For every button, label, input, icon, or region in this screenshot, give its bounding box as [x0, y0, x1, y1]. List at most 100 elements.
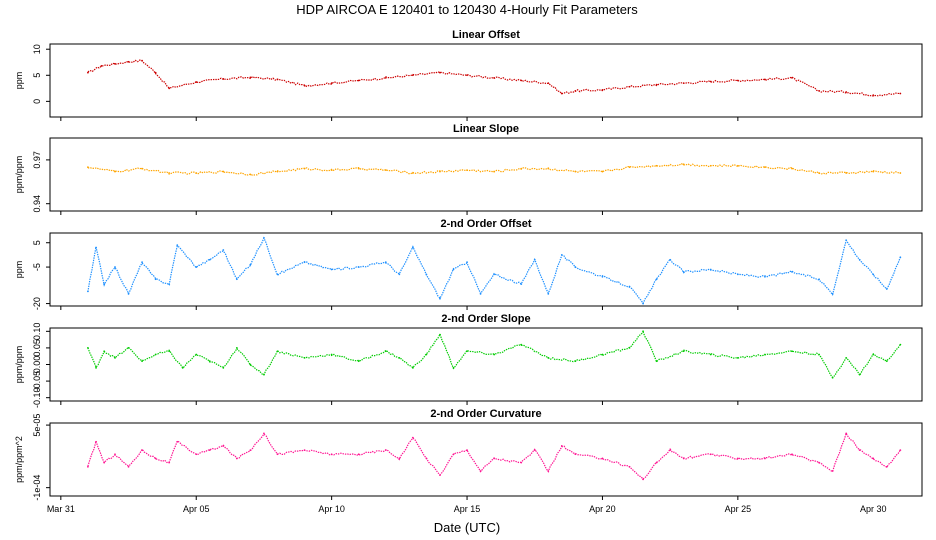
- series-line: [87, 163, 901, 176]
- y-axis-label: ppm/ppm: [14, 156, 24, 194]
- data-point: [520, 167, 523, 170]
- data-point: [560, 92, 563, 95]
- data-point: [628, 166, 631, 169]
- panel-title: 2-nd Order Offset: [440, 218, 531, 230]
- panel-3: 2-nd Order Offset ppm 5 -5 -20: [14, 218, 923, 310]
- data-point: [87, 347, 89, 349]
- panel-title: Linear Offset: [452, 29, 520, 41]
- data-point: [466, 169, 468, 172]
- data-point: [493, 76, 496, 79]
- data-point: [330, 353, 333, 356]
- y-axis-label: ppm: [14, 72, 24, 90]
- data-point: [181, 366, 184, 369]
- data-point: [276, 170, 279, 173]
- data-point: [791, 271, 793, 273]
- data-point: [103, 350, 106, 353]
- data-point: [872, 457, 875, 460]
- data-point: [899, 256, 902, 259]
- data-point: [466, 261, 468, 264]
- data-point: [330, 82, 333, 85]
- panel-frame: [49, 422, 923, 497]
- panel-title: 2-nd Order Curvature: [430, 408, 541, 420]
- data-point: [398, 457, 401, 460]
- data-point: [439, 170, 441, 173]
- data-point: [858, 373, 861, 376]
- data-point: [858, 258, 861, 261]
- data-point: [398, 273, 401, 276]
- data-point: [764, 78, 766, 81]
- panel-frame: [49, 43, 923, 118]
- panel-4: 2-nd Order Slope ppm/ppm 0.100.050.00-0.05…: [14, 313, 923, 408]
- data-point: [439, 333, 441, 336]
- series-line: [87, 331, 901, 379]
- data-point: [831, 376, 834, 379]
- data-point: [899, 92, 902, 95]
- y-tick-label: -1e-04: [32, 475, 42, 501]
- data-point: [845, 356, 848, 359]
- data-point: [899, 449, 902, 452]
- data-point: [114, 453, 116, 456]
- data-point: [384, 350, 387, 353]
- data-point: [154, 278, 157, 281]
- data-point: [628, 85, 631, 88]
- data-point: [411, 172, 414, 174]
- data-point: [493, 457, 496, 460]
- data-point: [87, 465, 89, 468]
- data-point: [601, 275, 604, 278]
- data-point: [520, 79, 523, 82]
- data-point: [628, 347, 631, 349]
- data-point: [384, 449, 387, 452]
- data-point: [222, 366, 225, 369]
- data-point: [601, 88, 604, 91]
- data-point: [885, 360, 888, 363]
- data-point: [168, 87, 171, 90]
- data-point: [682, 163, 685, 166]
- data-point: [276, 273, 279, 276]
- data-point: [601, 457, 604, 460]
- data-point: [642, 302, 644, 305]
- x-tick-label: Apr 20: [589, 504, 616, 514]
- data-point: [208, 258, 211, 261]
- panel-frame: [49, 137, 923, 212]
- data-point: [547, 292, 550, 295]
- x-tick-label: Apr 05: [183, 504, 210, 514]
- y-tick-label: 0.97: [32, 151, 42, 169]
- data-point: [791, 167, 793, 170]
- data-point: [330, 453, 333, 456]
- x-tick-label: Apr 30: [860, 504, 887, 514]
- data-point: [249, 449, 252, 452]
- data-point: [872, 353, 875, 356]
- data-point: [858, 449, 861, 452]
- data-point: [452, 453, 455, 456]
- data-point: [357, 453, 360, 456]
- data-point: [95, 440, 97, 443]
- data-point: [466, 350, 468, 353]
- panel-frame: [49, 232, 923, 307]
- panel-title: 2-nd Order Slope: [441, 313, 530, 325]
- data-point: [425, 273, 428, 276]
- data-point: [95, 366, 97, 369]
- data-point: [168, 283, 171, 285]
- data-point: [845, 239, 848, 242]
- data-point: [547, 356, 550, 359]
- data-point: [95, 246, 97, 249]
- data-point: [249, 363, 252, 366]
- y-axis-label: ppm: [14, 261, 24, 279]
- x-tick-label: Apr 25: [725, 504, 752, 514]
- data-point: [845, 432, 848, 435]
- data-point: [127, 347, 130, 349]
- y-tick-label: 5: [32, 73, 42, 78]
- data-point: [357, 79, 360, 82]
- data-point: [208, 449, 211, 452]
- data-point: [249, 173, 252, 176]
- data-point: [452, 366, 455, 369]
- data-point: [872, 94, 875, 96]
- data-point: [127, 292, 130, 295]
- y-tick-label: 0: [32, 99, 42, 104]
- data-point: [479, 470, 482, 472]
- data-point: [885, 288, 888, 290]
- data-point: [791, 350, 793, 353]
- data-point: [249, 76, 252, 79]
- data-point: [601, 353, 604, 356]
- y-tick-label: -0.05: [32, 371, 42, 392]
